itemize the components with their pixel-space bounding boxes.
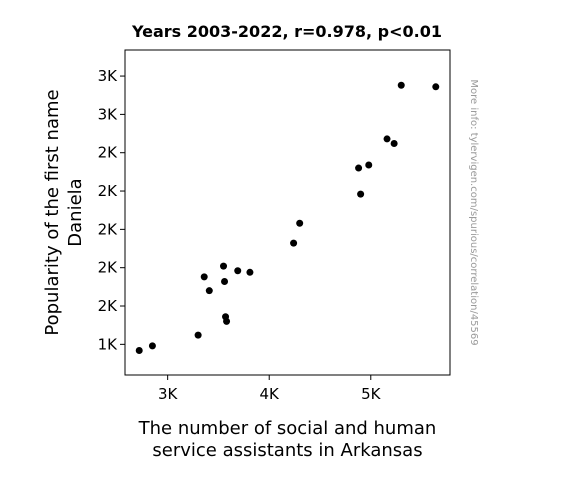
data-point bbox=[365, 161, 373, 169]
y-tick-label: 1K bbox=[98, 335, 119, 353]
data-point bbox=[390, 140, 398, 148]
data-point bbox=[221, 277, 229, 285]
data-point bbox=[432, 83, 440, 91]
data-point bbox=[246, 268, 254, 276]
y-tick-label: 2K bbox=[98, 259, 119, 277]
data-point bbox=[200, 273, 208, 281]
y-axis-ticks: 1K 2K 2K 2K 2K 2K 3K 3K bbox=[98, 67, 125, 353]
data-points bbox=[135, 81, 440, 354]
data-point bbox=[383, 135, 391, 143]
x-tick-label: 5K bbox=[361, 385, 382, 403]
data-point bbox=[135, 346, 143, 354]
data-point bbox=[223, 317, 231, 325]
x-tick-label: 3K bbox=[158, 385, 179, 403]
data-point bbox=[148, 342, 156, 350]
y-tick-label: 2K bbox=[98, 297, 119, 315]
data-point bbox=[234, 267, 242, 275]
x-axis-ticks: 3K 4K 5K bbox=[158, 375, 382, 403]
x-tick-label: 4K bbox=[260, 385, 281, 403]
data-point bbox=[355, 164, 363, 172]
data-point bbox=[397, 81, 405, 89]
y-tick-label: 2K bbox=[98, 182, 119, 200]
data-point bbox=[205, 287, 213, 295]
y-tick-label: 2K bbox=[98, 144, 119, 162]
chart-title: Years 2003-2022, r=0.978, p<0.01 bbox=[131, 22, 442, 41]
x-axis-label-line-2: service assistants in Arkansas bbox=[152, 440, 422, 461]
data-point bbox=[296, 219, 304, 227]
source-watermark: More info: tylervigen.com/spurious/corre… bbox=[468, 79, 479, 345]
y-tick-label: 3K bbox=[98, 67, 119, 85]
data-point bbox=[194, 331, 202, 339]
y-tick-label: 3K bbox=[98, 105, 119, 123]
y-axis-label-line-1: Popularity of the first name bbox=[42, 89, 63, 335]
y-tick-label: 2K bbox=[98, 220, 119, 238]
data-point bbox=[220, 262, 228, 270]
data-point bbox=[290, 239, 298, 247]
data-point bbox=[357, 190, 365, 198]
x-axis-label-line-1: The number of social and human bbox=[138, 418, 437, 439]
plot-area-frame bbox=[124, 49, 451, 376]
y-axis-label-line-2: Daniela bbox=[65, 178, 86, 246]
